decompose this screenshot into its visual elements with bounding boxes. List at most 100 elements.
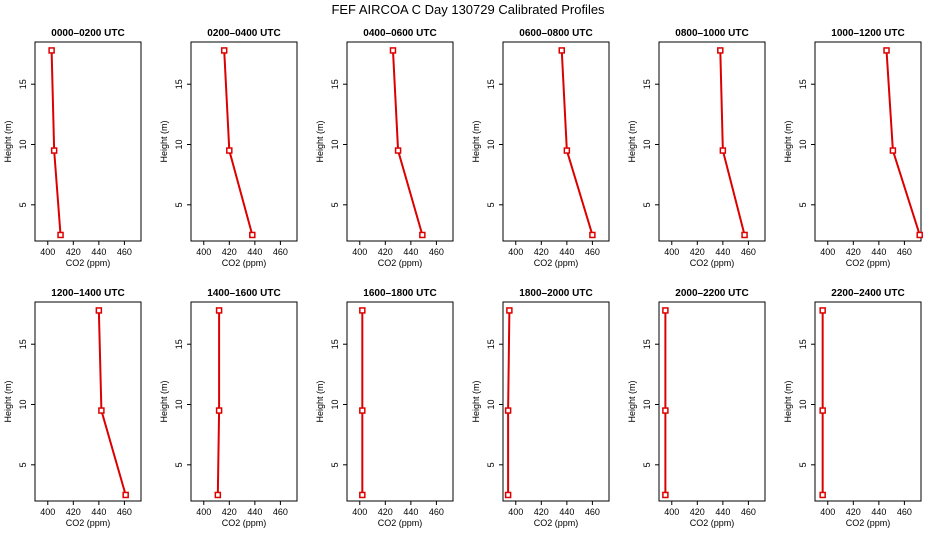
x-tick-label: 400 [196,507,211,517]
x-axis-label: CO2 (ppm) [66,258,111,268]
plot-frame [502,41,610,242]
panel-title: 0600–0800 UTC [519,28,592,39]
x-axis-label: CO2 (ppm) [378,518,423,528]
y-axis-label: Height (m) [159,380,169,422]
panel-title: 1200–1400 UTC [51,288,124,299]
panel-10: 1800–2000 UTC 400 420 440 460 CO2 (ppm) 5 10 15 H… [471,288,610,528]
x-tick-label: 440 [715,507,730,517]
x-tick-label: 440 [871,507,886,517]
y-tick-label: 10 [798,400,808,410]
data-point [662,491,669,499]
panels-group: 0000–0200 UTC 400 420 440 460 CO2 (ppm) 5 10 15 H… [3,28,923,528]
x-tick-label: 460 [741,507,756,517]
y-tick-label: 5 [486,202,496,207]
x-tick-label: 420 [690,247,705,257]
x-tick-label: 460 [429,507,444,517]
y-tick-label: 5 [18,462,28,467]
x-axis-label: CO2 (ppm) [846,518,891,528]
y-axis-label: Height (m) [3,120,13,162]
y-tick-label: 10 [18,400,28,410]
x-axis-label: CO2 (ppm) [378,258,423,268]
y-tick-label: 15 [798,339,808,349]
data-point [558,47,565,54]
y-tick-label: 15 [642,79,652,89]
data-point [563,147,571,154]
x-tick-label: 400 [352,507,367,517]
panel-12: 2200–2400 UTC 400 420 440 460 CO2 (ppm) 5 10 15 H… [783,288,922,528]
x-axis-label: CO2 (ppm) [690,518,735,528]
plot-frame [814,301,922,502]
panel-title: 1800–2000 UTC [519,288,592,299]
x-tick-label: 400 [40,507,55,517]
x-tick-label: 400 [352,247,367,257]
data-point [122,491,129,499]
x-tick-label: 400 [664,247,679,257]
y-axis-label: Height (m) [783,380,793,422]
x-tick-label: 440 [403,247,418,257]
y-axis-label: Height (m) [783,120,793,162]
panel-title: 1000–1200 UTC [831,28,904,39]
plot-frame [34,41,142,242]
y-tick-label: 10 [174,140,184,150]
data-point [819,307,826,314]
x-tick-label: 400 [40,247,55,257]
y-axis-label: Height (m) [627,380,637,422]
x-tick-label: 460 [117,247,132,257]
data-point [819,491,826,499]
x-tick-label: 460 [585,247,600,257]
data-point [819,407,826,414]
data-point [504,407,512,414]
profile-line [507,310,511,495]
panel-11: 2000–2200 UTC 400 420 440 460 CO2 (ppm) 5 10 15 H… [627,288,766,528]
panel-3: 0400–0600 UTC 400 420 440 460 CO2 (ppm) 5 10 15 H… [315,28,454,268]
x-tick-label: 400 [664,507,679,517]
x-tick-label: 420 [846,507,861,517]
data-point [389,47,397,54]
y-axis-label: Height (m) [471,380,481,422]
plot-frame [658,41,766,242]
y-tick-label: 10 [798,140,808,150]
data-point [48,47,55,54]
y-tick-label: 15 [642,339,652,349]
y-tick-label: 10 [642,140,652,150]
y-tick-label: 5 [798,462,808,467]
x-tick-label: 400 [508,247,523,257]
panel-8: 1400–1600 UTC 400 420 440 460 CO2 (ppm) 5 10 15 H… [159,288,298,528]
y-tick-label: 15 [330,79,340,89]
x-tick-label: 460 [897,247,912,257]
x-tick-label: 440 [247,507,262,517]
y-tick-label: 15 [330,339,340,349]
data-point [662,307,669,314]
data-point [215,307,223,314]
x-axis-label: CO2 (ppm) [222,258,267,268]
x-axis-label: CO2 (ppm) [222,518,267,528]
data-point [419,231,426,239]
x-tick-label: 400 [508,507,523,517]
data-point [50,147,58,154]
data-point [249,231,256,239]
plot-frame [34,301,142,502]
x-tick-label: 420 [222,507,237,517]
x-axis-label: CO2 (ppm) [846,258,891,268]
x-tick-label: 420 [378,507,393,517]
y-tick-label: 15 [486,79,496,89]
plot-frame [814,41,922,242]
x-axis-label: CO2 (ppm) [690,258,735,268]
data-point [359,307,366,314]
y-axis-label: Height (m) [627,120,637,162]
x-tick-label: 420 [534,247,549,257]
panel-title: 0400–0600 UTC [363,28,436,39]
y-tick-label: 10 [486,140,496,150]
x-tick-label: 420 [690,507,705,517]
y-tick-label: 15 [486,339,496,349]
x-tick-label: 400 [196,247,211,257]
data-point [57,231,64,239]
x-tick-label: 440 [247,247,262,257]
profile-line [50,50,62,236]
y-tick-label: 5 [330,202,340,207]
x-tick-label: 460 [117,507,132,517]
y-tick-label: 10 [18,140,28,150]
y-tick-label: 5 [642,462,652,467]
y-axis-label: Height (m) [159,120,169,162]
x-axis-label: CO2 (ppm) [66,518,111,528]
